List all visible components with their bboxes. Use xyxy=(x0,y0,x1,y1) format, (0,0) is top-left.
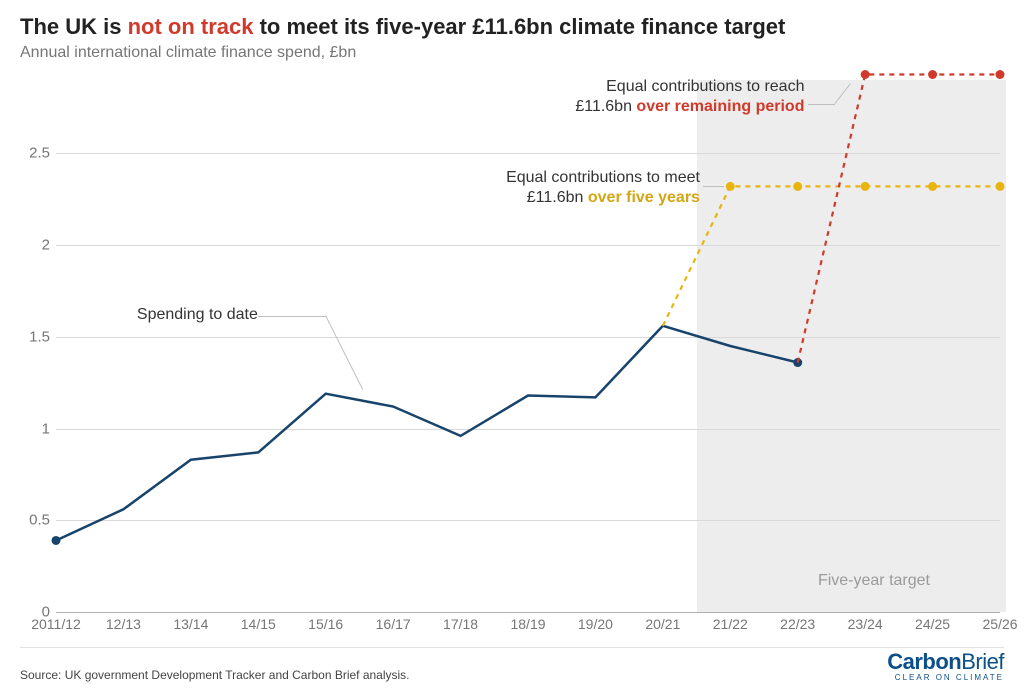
series-actual xyxy=(56,326,798,541)
baseline xyxy=(56,612,1000,613)
series-remaining xyxy=(798,74,1000,362)
annotation-five-year: Equal contributions to meet £11.6bn over… xyxy=(506,168,700,208)
marker-remaining xyxy=(928,70,937,79)
brand-tagline: CLEAR ON CLIMATE xyxy=(887,673,1004,682)
series-five_year xyxy=(663,186,1000,325)
annotation-actual-text: Spending to date xyxy=(137,306,258,323)
chart-area: 00.511.522.5 2011/1212/1313/1414/1515/16… xyxy=(20,74,1004,638)
annotation-rem-amt: £11.6bn xyxy=(575,98,636,115)
x-tick-label: 20/21 xyxy=(645,616,680,632)
annotation-rem-pre: Equal contributions to reach xyxy=(606,78,804,95)
annotation-actual: Spending to date xyxy=(137,305,258,325)
marker-five_year xyxy=(726,182,735,191)
y-tick-label: 2 xyxy=(20,237,50,254)
x-tick-label: 19/20 xyxy=(578,616,613,632)
marker-five_year xyxy=(861,182,870,191)
title-post: to meet its five-year £11.6bn climate fi… xyxy=(253,14,785,39)
marker-five_year xyxy=(793,182,802,191)
annotation-actual-leader-svg xyxy=(326,316,363,390)
annotation-five-hl: over five years xyxy=(588,189,700,206)
x-tick-label: 23/24 xyxy=(848,616,883,632)
x-tick-label: 12/13 xyxy=(106,616,141,632)
x-tick-label: 22/23 xyxy=(780,616,815,632)
x-axis-labels: 2011/1212/1313/1414/1515/1616/1717/1818/… xyxy=(56,616,1000,636)
line-chart-svg xyxy=(56,80,1000,612)
y-tick-label: 1 xyxy=(20,420,50,437)
marker-actual xyxy=(52,536,61,545)
marker-five_year xyxy=(928,182,937,191)
title-highlight: not on track xyxy=(128,14,254,39)
plot-area: 00.511.522.5 2011/1212/1313/1414/1515/16… xyxy=(56,80,1000,612)
brand-name: CarbonBrief xyxy=(887,649,1004,675)
title-pre: The UK is xyxy=(20,14,128,39)
annotation-remaining: Equal contributions to reach £11.6bn ove… xyxy=(575,77,804,117)
marker-remaining xyxy=(861,70,870,79)
y-tick-label: 1.5 xyxy=(20,328,50,345)
x-tick-label: 18/19 xyxy=(510,616,545,632)
chart-title: The UK is not on track to meet its five-… xyxy=(20,14,1004,40)
brand-b: Brief xyxy=(961,649,1004,674)
annotation-five-amt: £11.6bn xyxy=(527,189,588,206)
annotation-five-leader xyxy=(703,186,724,187)
marker-five_year xyxy=(996,182,1005,191)
x-tick-label: 17/18 xyxy=(443,616,478,632)
y-tick-label: 2.5 xyxy=(20,145,50,162)
brand-logo: CarbonBrief CLEAR ON CLIMATE xyxy=(887,649,1004,682)
source-text: Source: UK government Development Tracke… xyxy=(20,668,410,682)
target-label: Five-year target xyxy=(818,572,930,590)
x-tick-label: 15/16 xyxy=(308,616,343,632)
marker-remaining xyxy=(996,70,1005,79)
x-tick-label: 13/14 xyxy=(173,616,208,632)
x-tick-label: 2011/12 xyxy=(31,616,81,632)
chart-subtitle: Annual international climate finance spe… xyxy=(20,44,1004,62)
annotation-actual-leader xyxy=(258,316,325,317)
footer-divider xyxy=(20,647,1004,648)
y-tick-label: 0.5 xyxy=(20,512,50,529)
annotation-rem-hl: over remaining period xyxy=(636,98,804,115)
chart-container: The UK is not on track to meet its five-… xyxy=(0,0,1024,692)
x-tick-label: 16/17 xyxy=(376,616,411,632)
x-tick-label: 24/25 xyxy=(915,616,950,632)
annotation-five-pre: Equal contributions to meet xyxy=(506,169,700,186)
x-tick-label: 25/26 xyxy=(982,616,1017,632)
brand-a: Carbon xyxy=(887,649,961,674)
footer: Source: UK government Development Tracke… xyxy=(20,649,1004,682)
x-tick-label: 14/15 xyxy=(241,616,276,632)
annotation-remaining-leader-svg xyxy=(835,84,851,104)
x-tick-label: 21/22 xyxy=(713,616,748,632)
annotation-remaining-leader xyxy=(808,104,835,105)
